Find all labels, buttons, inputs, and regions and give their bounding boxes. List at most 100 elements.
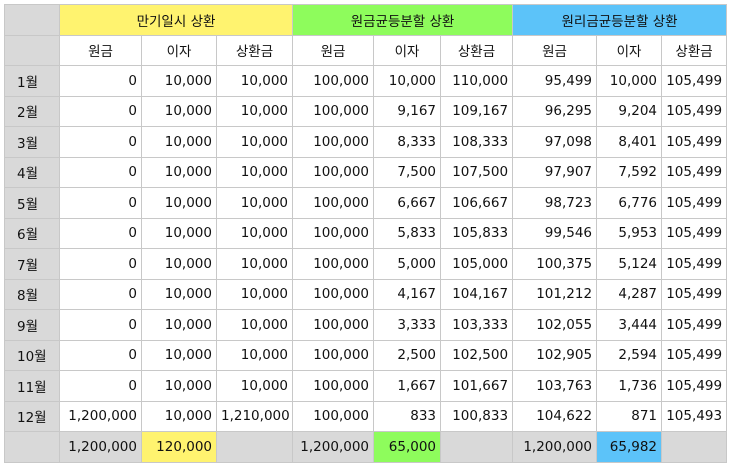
- column-header: 원금: [59, 34, 142, 66]
- table-cell: 105,499: [661, 217, 728, 249]
- table-cell: 105,499: [661, 95, 728, 127]
- table-cell: 0: [59, 278, 142, 310]
- table-cell: 100,000: [292, 248, 375, 280]
- table-cell: 104,167: [440, 278, 514, 310]
- table-cell: 107,500: [440, 156, 514, 188]
- table-cell: 99,546: [512, 217, 598, 249]
- column-header: 상환금: [215, 34, 294, 66]
- table-cell: 10,000: [141, 278, 217, 310]
- table-cell: 10,000: [215, 278, 294, 310]
- table-row: 10월 0 10,000 10,000 100,000 2,500 102,500 102,9…: [4, 339, 728, 371]
- total-bullet-interest: 120,000: [141, 431, 217, 463]
- table-cell: 5,953: [596, 217, 663, 249]
- column-header: 이자: [596, 34, 663, 66]
- table-cell: 105,499: [661, 278, 728, 310]
- table-cell: 2,594: [596, 339, 663, 371]
- table-cell: 0: [59, 126, 142, 158]
- table-row: 1월 0 10,000 10,000 100,000 10,000 110,000 95,49…: [4, 65, 728, 97]
- table-cell: 100,000: [292, 65, 375, 97]
- table-cell: 10,000: [141, 95, 217, 127]
- table-row: 6월 0 10,000 10,000 100,000 5,833 105,833 99,546…: [4, 217, 728, 249]
- sub-header-row: 원금 이자 상환금 원금 이자 상환금 원금 이자 상환금: [4, 34, 728, 66]
- table-cell: 100,375: [512, 248, 598, 280]
- table-cell: 0: [59, 65, 142, 97]
- table-cell: 871: [596, 400, 663, 432]
- table-cell: 10,000: [215, 248, 294, 280]
- totals-row: 1,200,000 120,000 1,200,000 65,000 1,200…: [4, 431, 728, 463]
- month-label: 7월: [4, 248, 60, 280]
- table-cell: 110,000: [440, 65, 514, 97]
- table-cell: 100,000: [292, 126, 375, 158]
- table-cell: 10,000: [141, 217, 217, 249]
- table-cell: 100,000: [292, 278, 375, 310]
- month-label: 8월: [4, 278, 60, 310]
- table-cell: 833: [373, 400, 442, 432]
- table-row: 7월 0 10,000 10,000 100,000 5,000 105,000 100,37…: [4, 248, 728, 280]
- table-cell: 0: [59, 339, 142, 371]
- month-label: 5월: [4, 187, 60, 219]
- table-cell: 0: [59, 95, 142, 127]
- table-cell: 10,000: [215, 217, 294, 249]
- table-cell: 10,000: [141, 126, 217, 158]
- total-equal-payment-principal: 1,200,000: [512, 431, 598, 463]
- table-cell: 102,905: [512, 339, 598, 371]
- table-cell: 105,499: [661, 156, 728, 188]
- table-cell: 105,499: [661, 248, 728, 280]
- table-cell: 10,000: [215, 65, 294, 97]
- table-cell: 0: [59, 156, 142, 188]
- table-cell: 8,401: [596, 126, 663, 158]
- table-cell: 2,500: [373, 339, 442, 371]
- table-cell: 103,763: [512, 370, 598, 402]
- month-label: 11월: [4, 370, 60, 402]
- table-cell: 10,000: [215, 126, 294, 158]
- table-cell: 105,499: [661, 187, 728, 219]
- table-row: 5월 0 10,000 10,000 100,000 6,667 106,667 98,723…: [4, 187, 728, 219]
- total-equal-principal-interest: 65,000: [373, 431, 442, 463]
- table-cell: 100,000: [292, 95, 375, 127]
- table-cell: 5,833: [373, 217, 442, 249]
- column-header: 이자: [373, 34, 442, 66]
- table-cell: 105,499: [661, 309, 728, 341]
- total-bullet-principal: 1,200,000: [59, 431, 142, 463]
- table-cell: 97,098: [512, 126, 598, 158]
- table-cell: 10,000: [215, 370, 294, 402]
- total-empty-cell: [440, 431, 514, 463]
- table-cell: 10,000: [141, 156, 217, 188]
- column-header: 이자: [141, 34, 217, 66]
- table-cell: 97,907: [512, 156, 598, 188]
- month-label: 9월: [4, 309, 60, 341]
- table-cell: 10,000: [141, 339, 217, 371]
- column-header: 원금: [512, 34, 598, 66]
- table-cell: 103,333: [440, 309, 514, 341]
- month-label: 12월: [4, 400, 60, 432]
- table-cell: 10,000: [215, 156, 294, 188]
- table-row: 9월 0 10,000 10,000 100,000 3,333 103,333 102,05…: [4, 309, 728, 341]
- table-cell: 5,000: [373, 248, 442, 280]
- total-equal-principal-principal: 1,200,000: [292, 431, 375, 463]
- table-cell: 10,000: [215, 339, 294, 371]
- loan-repayment-table: 만기일시 상환 원금균등분할 상환 원리금균등분할 상환 원금 이자 상환금 원…: [4, 4, 728, 463]
- table-cell: 4,287: [596, 278, 663, 310]
- table-cell: 9,167: [373, 95, 442, 127]
- table-row: 2월 0 10,000 10,000 100,000 9,167 109,167 96,295…: [4, 95, 728, 127]
- table-row: 4월 0 10,000 10,000 100,000 7,500 107,500 97,907…: [4, 156, 728, 188]
- table-cell: 105,499: [661, 370, 728, 402]
- table-cell: 100,000: [292, 187, 375, 219]
- table-cell: 0: [59, 187, 142, 219]
- table-cell: 0: [59, 248, 142, 280]
- table-cell: 105,833: [440, 217, 514, 249]
- column-header: 상환금: [661, 34, 728, 66]
- table-cell: 10,000: [596, 65, 663, 97]
- group-header-equal-payment: 원리금균등분할 상환: [512, 4, 728, 36]
- table-cell: 10,000: [141, 370, 217, 402]
- group-header-equal-principal: 원금균등분할 상환: [292, 4, 514, 36]
- totals-label-cell: [4, 431, 60, 463]
- table-cell: 105,499: [661, 339, 728, 371]
- table-row: 3월 0 10,000 10,000 100,000 8,333 108,333 97,098…: [4, 126, 728, 158]
- table-cell: 5,124: [596, 248, 663, 280]
- table-cell: 109,167: [440, 95, 514, 127]
- corner-cell: [4, 34, 60, 66]
- table-cell: 1,210,000: [215, 400, 294, 432]
- table-cell: 105,499: [661, 126, 728, 158]
- table-cell: 100,000: [292, 400, 375, 432]
